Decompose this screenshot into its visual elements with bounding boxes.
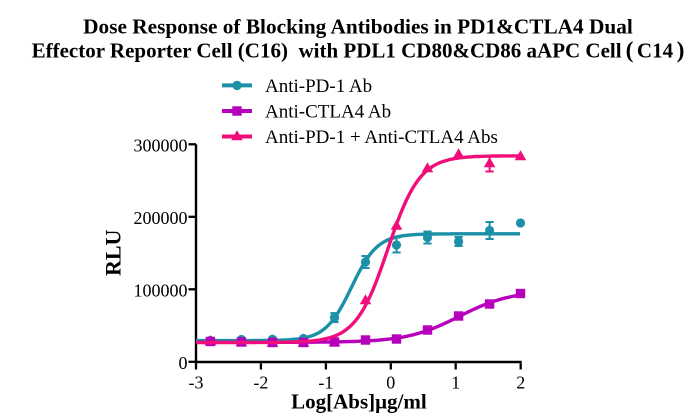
svg-text:Anti-PD-1 Ab: Anti-PD-1 Ab <box>265 76 372 97</box>
svg-text:-1: -1 <box>318 373 333 393</box>
svg-text:200000: 200000 <box>134 208 188 228</box>
svg-text:Log[Abs]μg/ml: Log[Abs]μg/ml <box>291 390 427 414</box>
svg-text:-3: -3 <box>189 373 204 393</box>
svg-text:2: 2 <box>516 373 525 393</box>
svg-text:300000: 300000 <box>134 135 188 155</box>
svg-text:1: 1 <box>451 373 460 393</box>
svg-text:0: 0 <box>386 373 395 393</box>
svg-text:100000: 100000 <box>134 280 188 300</box>
svg-text:-2: -2 <box>253 373 268 393</box>
svg-text:Effector Reporter Cell (C16): Effector Reporter Cell (C16) with PDL1 C… <box>32 37 685 63</box>
svg-text:0: 0 <box>179 353 188 373</box>
svg-text:Anti-PD-1 + Anti-CTLA4 Abs: Anti-PD-1 + Anti-CTLA4 Abs <box>265 127 498 148</box>
svg-text:Dose Response of Blocking Anti: Dose Response of Blocking Antibodies in … <box>83 15 633 39</box>
svg-text:Anti-CTLA4 Ab: Anti-CTLA4 Ab <box>265 102 391 123</box>
svg-text:RLU: RLU <box>100 229 125 276</box>
